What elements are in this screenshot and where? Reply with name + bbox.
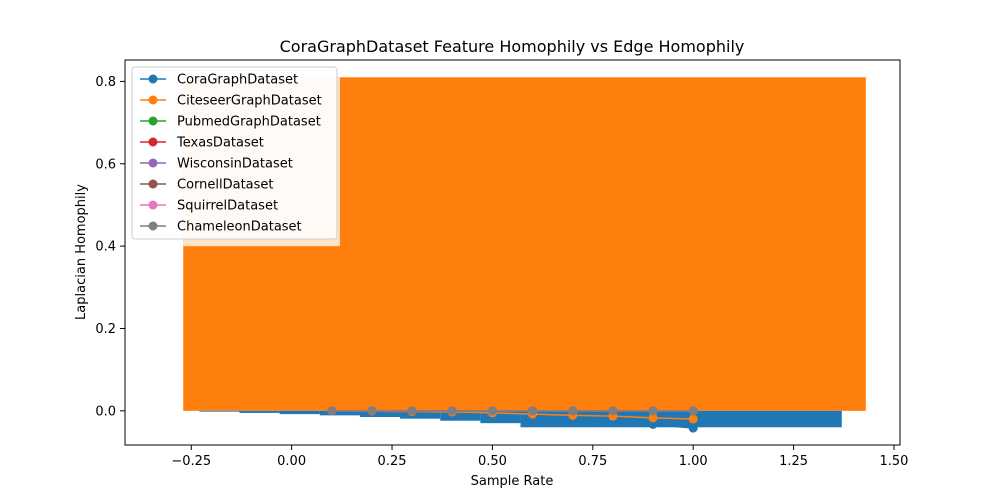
data-point xyxy=(447,406,457,416)
data-point xyxy=(688,406,698,416)
x-axis: −0.25 0.00 0.25 0.50 0.75 1.00 1.25 1.50 xyxy=(171,445,908,469)
data-point xyxy=(327,406,337,416)
data-point xyxy=(367,406,377,416)
blue-step-fill xyxy=(279,410,320,415)
legend-label: CiteseerGraphDataset xyxy=(177,94,322,109)
legend-item: CiteseerGraphDataset xyxy=(140,94,322,109)
legend-item: PubmedGraphDataset xyxy=(140,115,321,130)
blue-step-fill xyxy=(440,410,481,421)
y-tick-label: 0.2 xyxy=(95,322,116,337)
blue-step-fill xyxy=(400,410,441,419)
y-axis-label: Laplacian Homophily xyxy=(74,184,89,320)
x-tick-label: 1.00 xyxy=(679,454,708,469)
legend-label: ChameleonDataset xyxy=(177,220,302,235)
legend-item: ChameleonDataset xyxy=(140,220,302,235)
legend-marker xyxy=(148,116,158,126)
x-axis-label: Sample Rate xyxy=(471,474,554,489)
data-point xyxy=(487,406,497,416)
chart-title: CoraGraphDataset Feature Homophily vs Ed… xyxy=(280,37,745,56)
x-tick-label: 0.50 xyxy=(478,454,507,469)
legend-item: CoraGraphDataset xyxy=(140,73,298,88)
axes-frame xyxy=(124,59,901,446)
data-point xyxy=(648,419,658,429)
legend-marker xyxy=(148,158,158,168)
legend-box xyxy=(131,66,338,240)
data-point xyxy=(608,406,618,416)
x-tick-label: 1.50 xyxy=(880,454,909,469)
data-point xyxy=(648,406,658,416)
data-point xyxy=(688,423,698,433)
y-tick-label: 0.6 xyxy=(95,157,116,172)
legend-label: TexasDataset xyxy=(176,136,264,151)
data-point xyxy=(568,406,578,416)
legend-label: CornellDataset xyxy=(177,178,274,193)
blue-step-fill xyxy=(319,410,360,416)
data-point xyxy=(407,406,417,416)
series-chameleondataset xyxy=(327,406,698,416)
legend-label: PubmedGraphDataset xyxy=(177,115,321,130)
x-tick-label: 0.25 xyxy=(378,454,407,469)
legend: CoraGraphDataset CiteseerGraphDataset Pubm… xyxy=(131,66,338,240)
blue-step-fill xyxy=(359,410,401,417)
legend-item: CornellDataset xyxy=(140,178,274,193)
y-tick-label: 0.4 xyxy=(95,240,116,255)
legend-marker xyxy=(148,200,158,210)
data-point xyxy=(648,413,658,423)
legend-marker xyxy=(148,221,158,231)
legend-item: WisconsinDataset xyxy=(140,157,293,172)
legend-item: SquirrelDataset xyxy=(140,199,278,214)
y-axis: 0.0 0.2 0.4 0.6 0.8 xyxy=(95,75,125,419)
data-point xyxy=(528,406,538,416)
legend-label: SquirrelDataset xyxy=(177,199,278,214)
blue-step-fill xyxy=(239,410,280,413)
data-point xyxy=(688,414,698,424)
y-tick-label: 0.8 xyxy=(95,75,116,90)
legend-label: CoraGraphDataset xyxy=(177,73,298,88)
x-tick-label: 0.75 xyxy=(578,454,607,469)
y-tick-label: 0.0 xyxy=(95,404,116,419)
legend-label: WisconsinDataset xyxy=(177,157,293,172)
legend-item: TexasDataset xyxy=(140,136,264,151)
legend-marker xyxy=(148,137,158,147)
legend-marker xyxy=(148,179,158,189)
legend-marker xyxy=(148,74,158,84)
blue-step-fill xyxy=(199,410,240,412)
x-tick-label: −0.25 xyxy=(171,454,211,469)
legend-marker xyxy=(148,95,158,105)
x-tick-label: 0.00 xyxy=(277,454,306,469)
x-tick-label: 1.25 xyxy=(779,454,808,469)
